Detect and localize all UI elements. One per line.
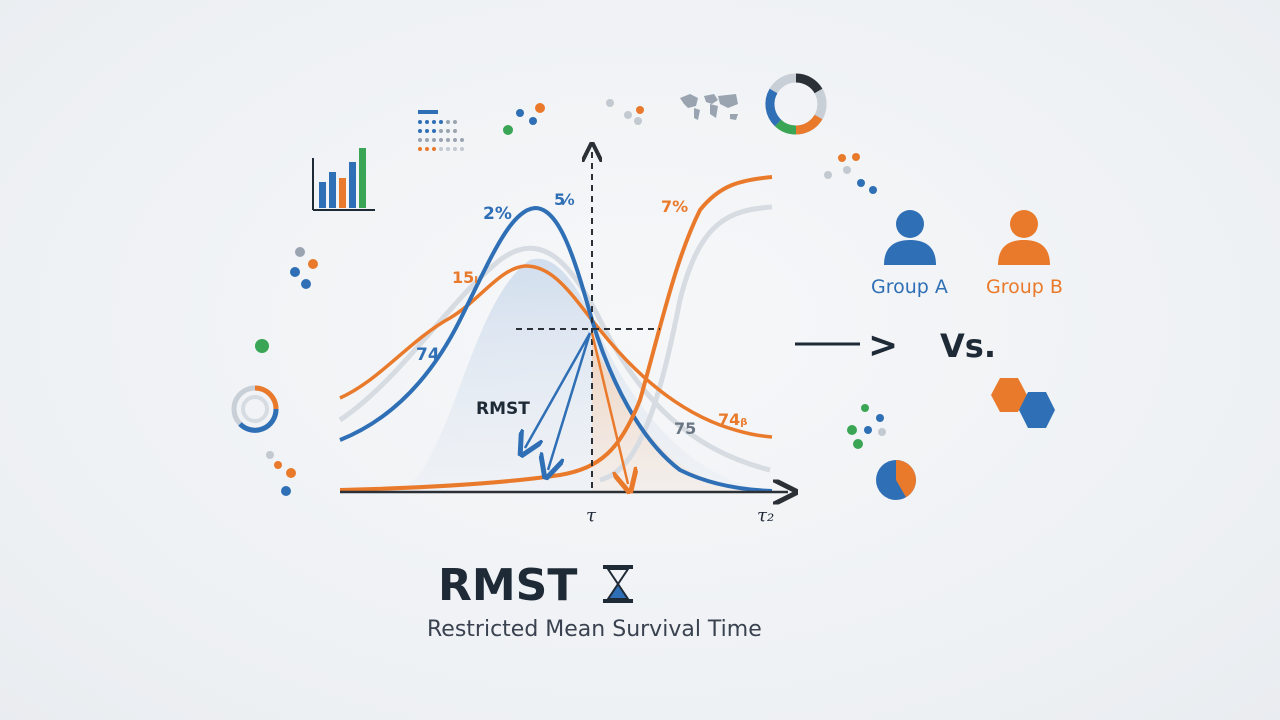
label-orange-right-top: 7% bbox=[661, 197, 688, 216]
dots-cluster-2 bbox=[606, 99, 644, 125]
data-grid-icon bbox=[418, 110, 464, 151]
label-orange-peak: 15ₗ bbox=[452, 268, 478, 287]
hexagon-icon bbox=[991, 378, 1055, 428]
bar-chart-icon bbox=[312, 148, 375, 211]
gray-curve-right bbox=[599, 204, 773, 483]
rmst-arrow-1 bbox=[525, 332, 592, 448]
axis-label-tau: τ bbox=[586, 505, 597, 526]
orange-bell-curve bbox=[339, 264, 773, 439]
subtitle: Restricted Mean Survival Time bbox=[427, 617, 762, 642]
group-a-label: Group A bbox=[871, 276, 948, 298]
blue-bell-curve bbox=[339, 205, 773, 493]
survival-plot: 2% 5⁄₀ 15ₗ 74 7% RMST 75 74ᵦ τ τ₂ bbox=[338, 150, 788, 526]
label-blue-top: 5⁄₀ bbox=[554, 190, 575, 209]
comparison-vs: Vs. bbox=[940, 327, 996, 365]
label-blue-peak: 2% bbox=[483, 204, 512, 224]
donut-chart-icon bbox=[765, 73, 827, 135]
label-blue-left: 74 bbox=[416, 345, 440, 365]
comparison-arrow: > bbox=[868, 325, 898, 366]
pie-chart-icon bbox=[876, 460, 916, 500]
ring-chart-icon bbox=[231, 385, 279, 433]
rmst-arrow-3 bbox=[590, 332, 628, 484]
dots-cluster-1 bbox=[503, 103, 545, 135]
rmst-arrow-2 bbox=[548, 332, 592, 470]
orange-rising-curve bbox=[339, 175, 773, 492]
gray-curve-left bbox=[338, 245, 771, 473]
title-rmst: RMST bbox=[438, 560, 577, 611]
label-right-gray: 75 bbox=[674, 419, 696, 438]
group-a-person-icon bbox=[884, 210, 936, 265]
dots-cluster-6 bbox=[847, 404, 886, 449]
label-orange-right-tail: 74ᵦ bbox=[718, 410, 747, 429]
axis-label-tau2: τ₂ bbox=[757, 505, 774, 526]
group-b-person-icon bbox=[998, 210, 1050, 265]
green-dot bbox=[255, 339, 269, 353]
hourglass-icon bbox=[603, 565, 633, 603]
dots-cluster-3 bbox=[824, 153, 877, 194]
world-map-icon bbox=[680, 94, 738, 120]
label-rmst: RMST bbox=[476, 399, 530, 419]
dots-cluster-5 bbox=[266, 451, 296, 496]
dots-cluster-4 bbox=[290, 247, 318, 289]
blue-shaded-area bbox=[400, 258, 760, 490]
group-b-label: Group B bbox=[986, 276, 1063, 298]
